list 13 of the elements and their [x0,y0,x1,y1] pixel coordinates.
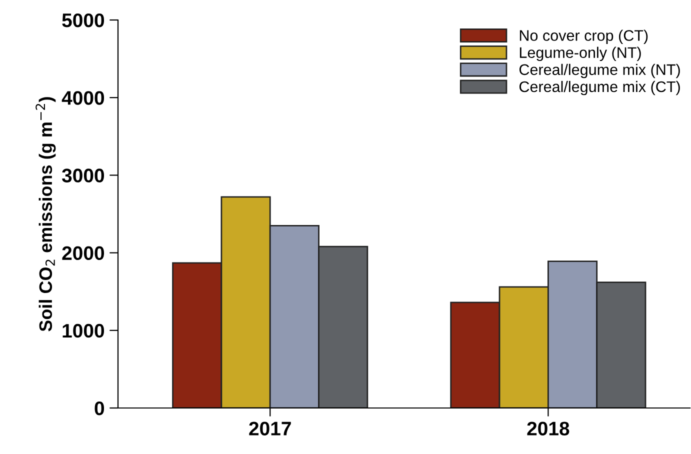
y-tick-label: 0 [94,401,104,416]
y-tick-label: 5000 [62,13,104,28]
legend-label: No cover crop (CT) [520,30,648,44]
legend-label: Cereal/legume mix (NT) [519,64,680,78]
legend-label: Legume-only (NT) [520,46,641,62]
y-tick-label: 4000 [62,91,104,105]
y-tick-label: 3000 [62,168,104,182]
x-tick-label: 2017 [249,422,291,436]
legend-label: Cereal/legume mix (CT) [519,80,680,96]
y-tick-label: 2000 [62,246,104,260]
y-axis-title: Soil CO$_{2}$ emissions (g m$^{−2}$) [36,97,56,332]
x-tick-label: 2018 [527,422,570,436]
y-tick-label: 1000 [62,324,104,338]
